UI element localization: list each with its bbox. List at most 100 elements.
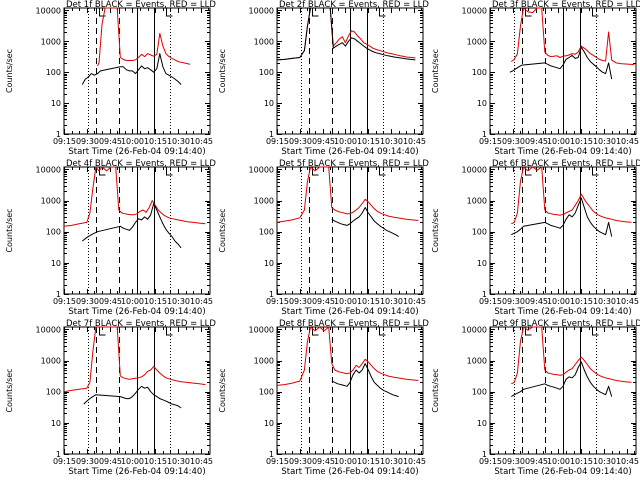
bracket-mark: [525, 8, 532, 17]
x-tick-label: 10:00: [547, 457, 570, 466]
x-axis-label: Start Time (26-Feb-04 09:14:40): [68, 467, 205, 477]
x-tick-label: 10:45: [190, 137, 213, 146]
x-tick-label: 10:00: [334, 457, 357, 466]
bracket-mark: [525, 167, 532, 176]
chart-title: Det 4f BLACK = Events, RED = LLD: [66, 159, 216, 169]
x-tick-label: 10:45: [403, 297, 426, 306]
y-axis-label: Counts/sec: [5, 49, 14, 93]
black-events-series-line: [331, 207, 399, 238]
y-tick-label: 10: [477, 99, 487, 108]
black-events-series-line: [81, 203, 182, 249]
y-tick-label: 10000: [36, 165, 61, 174]
y-tick-label: 10: [264, 419, 274, 428]
x-tick-label: 09:45: [312, 457, 335, 466]
x-tick-label: 09:45: [525, 137, 548, 146]
y-tick-label: 1: [56, 130, 61, 139]
chart-title: Det 5f BLACK = Events, RED = LLD: [279, 159, 429, 169]
y-tick-label: 1000: [254, 37, 274, 46]
y-tick-label: 10: [51, 419, 61, 428]
y-axis-label: Counts/sec: [5, 208, 14, 252]
x-axis-label: Start Time (26-Feb-04 09:14:40): [281, 147, 418, 157]
x-tick-label: 09:15: [479, 137, 502, 146]
x-tick-label: 10:45: [190, 457, 213, 466]
black-events-series-line: [331, 363, 399, 398]
bracket-mark: [312, 167, 319, 176]
bracket-mark: [312, 8, 319, 17]
y-tick-label: 1000: [41, 197, 61, 206]
x-tick-label: 10:30: [167, 137, 190, 146]
red-lld-series-line: [64, 326, 206, 393]
bracket-mark: [166, 8, 173, 17]
x-tick-label: 09:30: [76, 137, 99, 146]
y-axis-label: Counts/sec: [5, 368, 14, 412]
black-events-series-line: [277, 7, 416, 61]
x-tick-label: 10:00: [121, 457, 144, 466]
red-lld-series-line: [277, 166, 419, 223]
red-lld-series-line: [277, 7, 416, 61]
black-events-series-line: [81, 53, 182, 85]
x-tick-label: 10:45: [190, 297, 213, 306]
x-tick-label: 09:15: [53, 457, 76, 466]
y-tick-label: 100: [46, 228, 61, 237]
x-tick-label: 09:15: [266, 137, 289, 146]
y-axis-label: Counts/sec: [218, 49, 227, 93]
black-events-series-line: [511, 361, 613, 398]
red-lld-series-line: [511, 326, 632, 385]
x-tick-label: 10:45: [616, 457, 639, 466]
y-tick-label: 10000: [249, 165, 274, 174]
x-tick-label: 09:30: [289, 137, 312, 146]
y-tick-label: 10000: [462, 165, 487, 174]
y-tick-label: 10000: [36, 6, 61, 15]
y-tick-label: 10000: [249, 6, 274, 15]
x-tick-label: 10:30: [167, 297, 190, 306]
black-events-series-line: [83, 385, 182, 409]
x-tick-label: 10:30: [380, 297, 403, 306]
black-events-series-line: [509, 46, 613, 80]
x-axis-label: Start Time (26-Feb-04 09:14:40): [68, 147, 205, 157]
y-tick-label: 1: [482, 130, 487, 139]
chart-title: Det 6f BLACK = Events, RED = LLD: [492, 159, 640, 169]
bracket-mark: [592, 327, 599, 336]
y-tick-label: 1: [56, 450, 61, 459]
y-tick-label: 1: [56, 290, 61, 299]
x-tick-label: 10:15: [144, 457, 167, 466]
y-tick-label: 1000: [467, 197, 487, 206]
x-tick-label: 09:30: [502, 137, 525, 146]
x-tick-label: 10:00: [334, 297, 357, 306]
y-tick-label: 100: [259, 68, 274, 77]
chart-title: Det 1f BLACK = Events, RED = LLD: [66, 0, 216, 10]
bracket-mark: [166, 327, 173, 336]
x-tick-label: 10:30: [593, 137, 616, 146]
x-axis-label: Start Time (26-Feb-04 09:14:40): [494, 467, 631, 477]
y-tick-label: 100: [46, 388, 61, 397]
y-tick-label: 1: [269, 290, 274, 299]
y-tick-label: 1: [269, 450, 274, 459]
x-axis-label: Start Time (26-Feb-04 09:14:40): [281, 307, 418, 317]
y-tick-label: 100: [472, 388, 487, 397]
y-tick-label: 100: [472, 68, 487, 77]
bracket-mark: [592, 8, 599, 17]
x-tick-label: 10:45: [616, 137, 639, 146]
x-axis-label: Start Time (26-Feb-04 09:14:40): [494, 147, 631, 157]
y-tick-label: 10: [264, 99, 274, 108]
y-tick-label: 10000: [462, 325, 487, 334]
x-tick-label: 09:15: [53, 137, 76, 146]
x-tick-label: 09:30: [76, 457, 99, 466]
x-tick-label: 09:30: [289, 297, 312, 306]
x-tick-label: 10:15: [357, 457, 380, 466]
x-tick-label: 10:15: [144, 297, 167, 306]
x-tick-label: 09:45: [525, 297, 548, 306]
red-lld-series-line: [97, 7, 191, 67]
y-tick-label: 1000: [41, 37, 61, 46]
y-tick-label: 10: [477, 259, 487, 268]
y-tick-label: 1000: [467, 357, 487, 366]
x-tick-label: 10:15: [570, 457, 593, 466]
bracket-mark: [379, 167, 386, 176]
red-lld-series-line: [277, 326, 419, 386]
red-lld-series-line: [511, 7, 635, 66]
